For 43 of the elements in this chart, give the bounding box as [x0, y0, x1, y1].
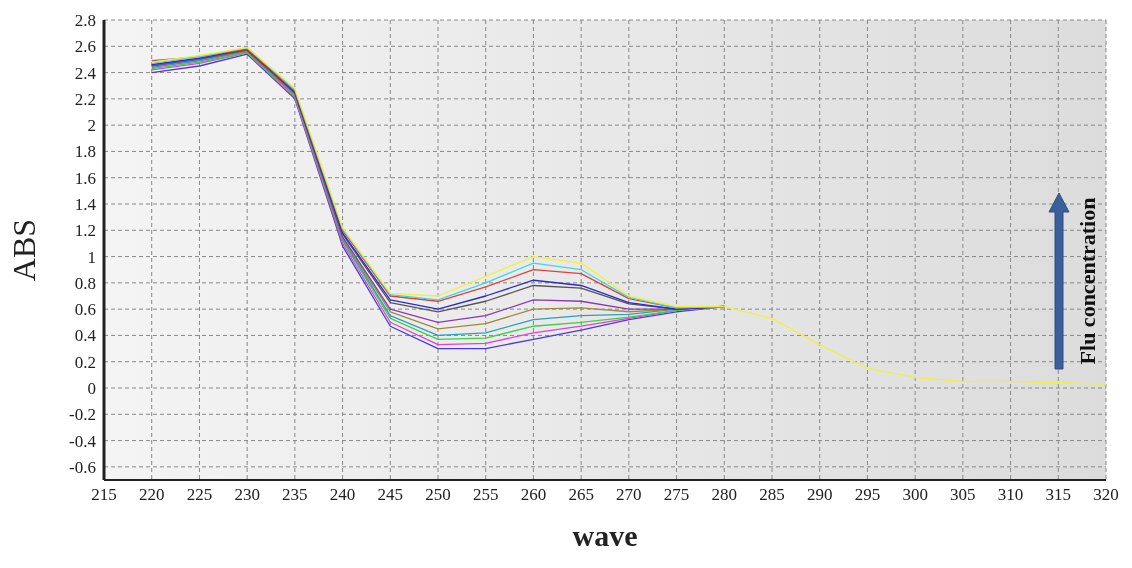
x-tick-label: 285	[759, 485, 785, 505]
y-tick-label: 1	[87, 247, 96, 267]
x-tick-label: 305	[950, 485, 976, 505]
y-tick-label: 0.2	[74, 352, 96, 372]
y-tick-label: -0.2	[69, 405, 96, 425]
x-tick-label: 220	[138, 485, 165, 505]
y-tick-label: 1.6	[74, 168, 96, 188]
y-tick-label: 0.4	[74, 326, 97, 346]
x-tick-label: 275	[663, 485, 690, 505]
x-tick-label: 295	[854, 485, 881, 505]
y-tick-label: 2.6	[74, 37, 96, 57]
x-tick-label: 315	[1045, 485, 1072, 505]
y-tick-label: 0.8	[74, 273, 96, 293]
x-tick-label: 265	[568, 485, 594, 505]
x-tick-label: 215	[91, 485, 117, 505]
x-tick-label: 250	[425, 485, 451, 505]
x-axis-title: wave	[572, 519, 638, 552]
y-tick-label: 0	[87, 379, 96, 399]
x-tick-label: 310	[997, 485, 1024, 505]
x-tick-label: 240	[329, 485, 356, 505]
x-tick-label: 255	[472, 485, 499, 505]
x-tick-label: 320	[1093, 485, 1119, 505]
x-tick-label: 230	[234, 485, 260, 505]
x-tick-label: 290	[806, 485, 833, 505]
y-tick-label: 1.8	[74, 142, 96, 162]
x-tick-label: 270	[616, 485, 642, 505]
y-tick-label: 0.6	[74, 300, 96, 320]
y-tick-label: 1.4	[74, 195, 97, 215]
x-tick-label: 245	[377, 485, 404, 505]
x-tick-label: 300	[902, 485, 928, 505]
y-tick-label: 2.2	[74, 89, 96, 109]
y-tick-label: 2	[87, 116, 96, 136]
x-tick-label: 280	[711, 485, 738, 505]
y-tick-label: 2.4	[74, 63, 97, 83]
y-tick-label: -0.4	[69, 431, 97, 451]
x-tick-label: 260	[520, 485, 547, 505]
annotation: Flu concentration	[1075, 197, 1101, 365]
y-tick-label: 2.8	[74, 11, 96, 31]
y-axis-title: ABS	[6, 218, 43, 282]
x-tick-label: 235	[282, 485, 308, 505]
x-tick-label: 225	[186, 485, 213, 505]
y-tick-label: -0.6	[69, 457, 96, 477]
y-tick-label: 1.2	[74, 221, 96, 241]
